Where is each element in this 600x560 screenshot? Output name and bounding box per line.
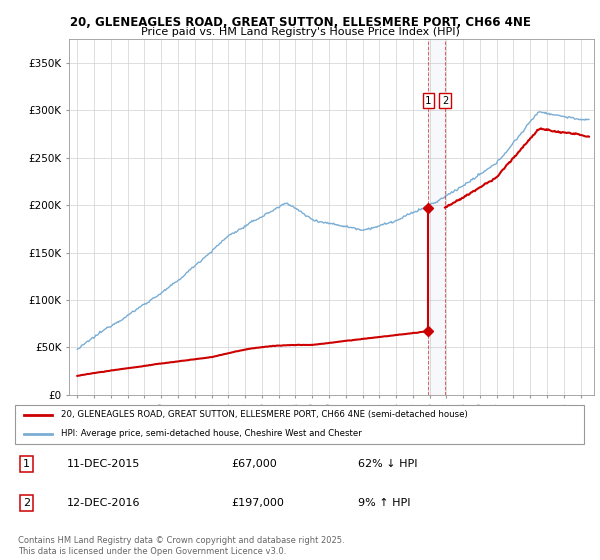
- Text: Contains HM Land Registry data © Crown copyright and database right 2025.
This d: Contains HM Land Registry data © Crown c…: [18, 536, 344, 556]
- Text: 12-DEC-2016: 12-DEC-2016: [67, 498, 140, 508]
- Text: £197,000: £197,000: [231, 498, 284, 508]
- Text: 1: 1: [23, 459, 30, 469]
- Text: 9% ↑ HPI: 9% ↑ HPI: [358, 498, 410, 508]
- Text: Price paid vs. HM Land Registry's House Price Index (HPI): Price paid vs. HM Land Registry's House …: [140, 27, 460, 38]
- Text: 11-DEC-2015: 11-DEC-2015: [67, 459, 140, 469]
- Text: 20, GLENEAGLES ROAD, GREAT SUTTON, ELLESMERE PORT, CH66 4NE (semi-detached house: 20, GLENEAGLES ROAD, GREAT SUTTON, ELLES…: [61, 410, 468, 419]
- Text: 62% ↓ HPI: 62% ↓ HPI: [358, 459, 417, 469]
- Text: HPI: Average price, semi-detached house, Cheshire West and Chester: HPI: Average price, semi-detached house,…: [61, 430, 362, 438]
- Text: 2: 2: [442, 96, 448, 106]
- Bar: [428, 39, 445, 395]
- Text: £67,000: £67,000: [231, 459, 277, 469]
- Text: 2: 2: [23, 498, 30, 508]
- Text: 20, GLENEAGLES ROAD, GREAT SUTTON, ELLESMERE PORT, CH66 4NE: 20, GLENEAGLES ROAD, GREAT SUTTON, ELLES…: [70, 16, 530, 29]
- FancyBboxPatch shape: [15, 405, 584, 444]
- Text: 1: 1: [425, 96, 431, 106]
